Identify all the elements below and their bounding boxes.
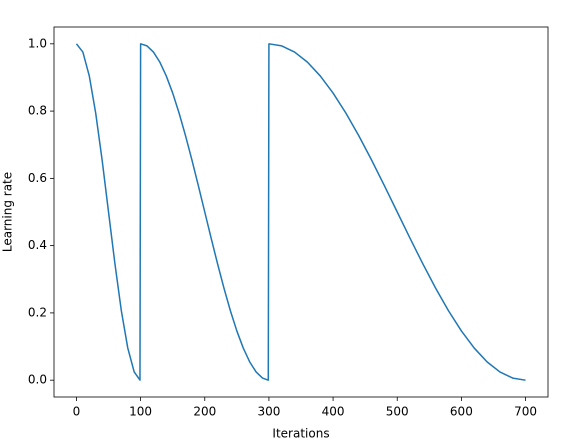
y-tick-label: 0.8 — [28, 104, 47, 118]
x-tick-label: 600 — [450, 405, 473, 419]
x-tick-label: 300 — [257, 405, 280, 419]
y-tick-label: 0.0 — [28, 373, 47, 387]
x-tick-label: 100 — [129, 405, 152, 419]
x-tick-label: 0 — [73, 405, 81, 419]
y-tick-label: 0.2 — [28, 305, 47, 319]
y-tick-label: 0.4 — [28, 238, 47, 252]
line — [75, 43, 526, 381]
y-tick-label: 0.6 — [28, 171, 47, 185]
y-tick-label: 1.0 — [28, 36, 47, 50]
x-tick-label: 700 — [514, 405, 537, 419]
axes-frame — [53, 26, 549, 398]
y-axis-label: Learning rate — [1, 172, 15, 252]
x-tick-label: 200 — [193, 405, 216, 419]
x-axis-label: Iterations — [272, 427, 329, 441]
x-tick-label: 500 — [386, 405, 409, 419]
x-tick-label: 400 — [322, 405, 345, 419]
